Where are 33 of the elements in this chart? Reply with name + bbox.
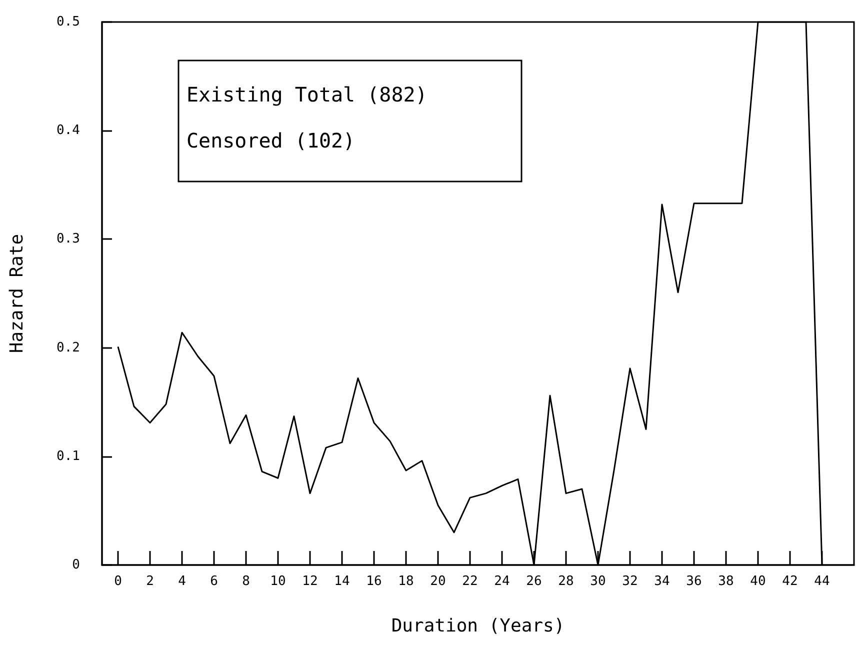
x-tick-label: 22 bbox=[462, 574, 478, 589]
annotation: Existing Total (882) bbox=[186, 82, 428, 106]
x-tick-label: 10 bbox=[270, 574, 286, 589]
y-tick-label: 0 bbox=[72, 558, 80, 572]
x-tick-label: 40 bbox=[750, 574, 766, 589]
x-tick-label: 28 bbox=[558, 574, 574, 589]
x-tick-label: 24 bbox=[494, 574, 510, 589]
x-tick-label: 38 bbox=[718, 574, 734, 589]
x-tick-label: 26 bbox=[526, 574, 542, 589]
x-tick-label: 20 bbox=[430, 574, 446, 589]
y-tick-label: 0.2 bbox=[56, 340, 80, 356]
y-tick-label: 0.5 bbox=[56, 14, 80, 30]
x-tick-label: 34 bbox=[654, 574, 670, 589]
x-tick-label: 30 bbox=[590, 574, 606, 589]
x-axis-title: Duration (Years) bbox=[391, 616, 565, 636]
annotation: Censored (102) bbox=[186, 128, 356, 152]
x-tick-label: 8 bbox=[242, 574, 250, 589]
x-tick-label: 32 bbox=[622, 574, 638, 589]
x-tick-label: 36 bbox=[686, 574, 702, 589]
x-tick-label: 12 bbox=[302, 574, 318, 589]
x-tick-label: 0 bbox=[114, 574, 122, 589]
x-tick-label: 2 bbox=[146, 574, 154, 589]
y-tick-label: 0.4 bbox=[56, 123, 80, 138]
x-tick-label: 44 bbox=[814, 574, 830, 589]
x-tick-label: 14 bbox=[334, 574, 350, 589]
y-tick-label: 0.3 bbox=[56, 232, 80, 247]
x-tick-label: 18 bbox=[398, 574, 414, 589]
y-axis-title: Hazard Rate bbox=[6, 234, 28, 354]
x-tick-label: 16 bbox=[366, 574, 382, 589]
x-tick-label: 4 bbox=[178, 574, 186, 589]
y-tick-label: 0.1 bbox=[56, 448, 80, 464]
x-tick-label: 6 bbox=[210, 574, 218, 589]
x-tick-label: 42 bbox=[782, 574, 798, 589]
